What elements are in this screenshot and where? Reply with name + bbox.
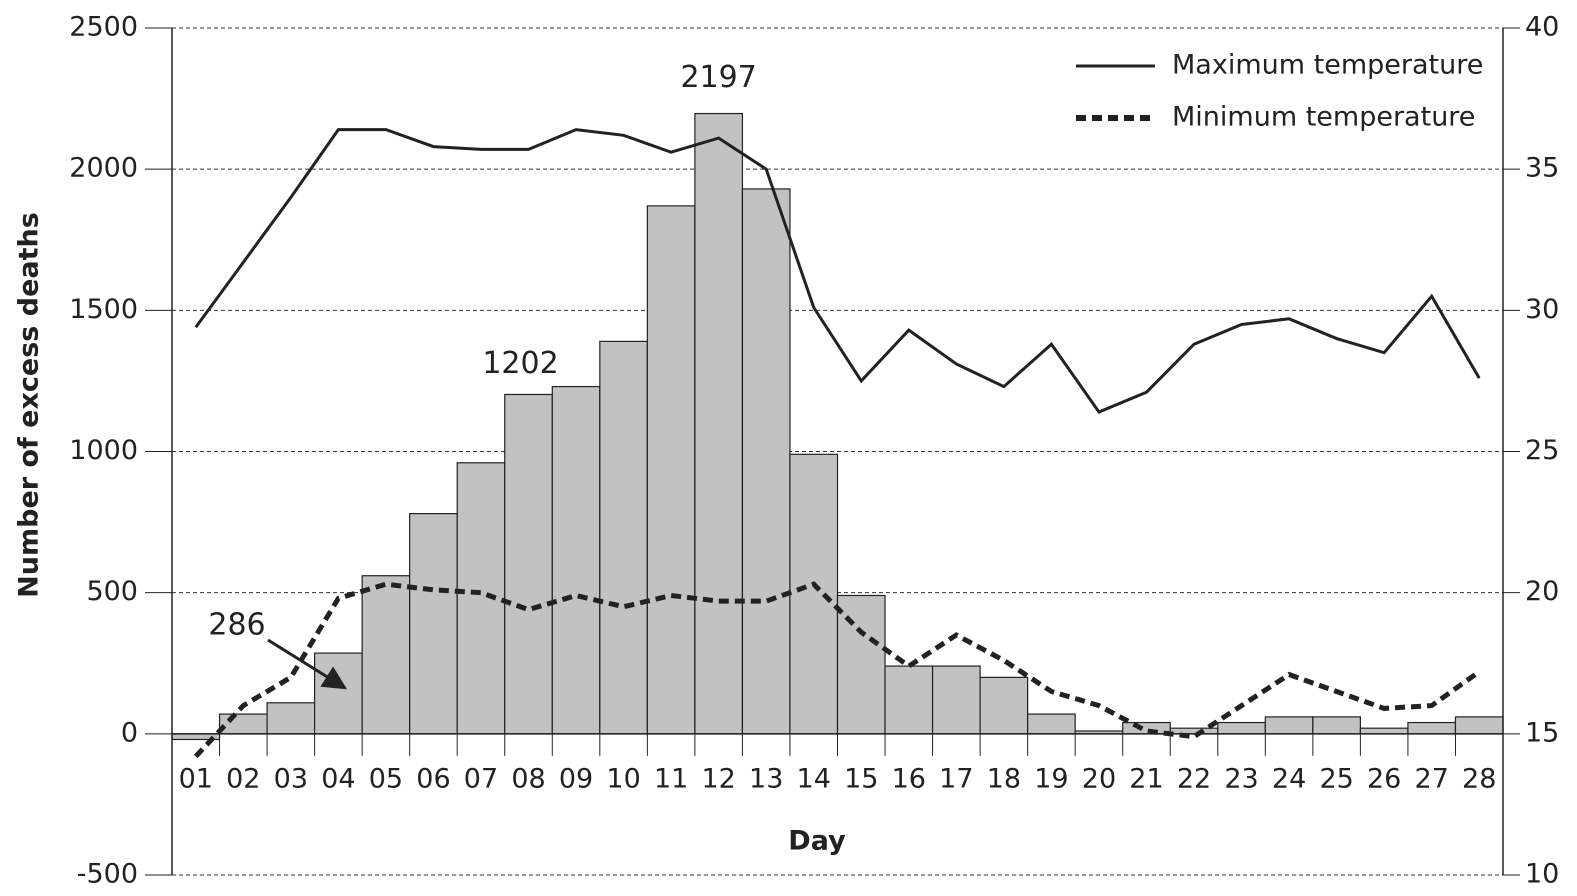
x-tick-label: 22 xyxy=(1177,764,1211,795)
y2-tick-label: 30 xyxy=(1525,294,1559,325)
bar xyxy=(551,385,601,735)
x-tick-label: 24 xyxy=(1272,764,1306,795)
value-label: 286 xyxy=(208,608,265,643)
x-tick-label: 01 xyxy=(179,764,213,795)
bar xyxy=(1264,716,1314,735)
y-tick-label: 1500 xyxy=(69,294,138,325)
x-tick-label: 27 xyxy=(1415,764,1449,795)
x-tick-label: 03 xyxy=(274,764,308,795)
y2-tick-label: 20 xyxy=(1525,576,1559,607)
bar xyxy=(931,665,981,735)
y2-tick-label: 10 xyxy=(1525,859,1559,890)
bar xyxy=(741,188,791,735)
y-tick-label: -500 xyxy=(77,859,138,890)
x-tick-label: 18 xyxy=(987,764,1021,795)
x-tick-label: 20 xyxy=(1082,764,1116,795)
x-tick-label: 07 xyxy=(464,764,498,795)
bar xyxy=(646,205,696,735)
x-tick-label: 21 xyxy=(1129,764,1163,795)
bar xyxy=(361,575,411,735)
x-tick-label: 11 xyxy=(654,764,688,795)
y-tick-label: 1000 xyxy=(69,435,138,466)
bar xyxy=(1312,716,1361,735)
temperature-line xyxy=(193,581,1481,759)
x-tick-label: 23 xyxy=(1224,764,1258,795)
bar xyxy=(979,676,1029,735)
bar xyxy=(599,340,648,735)
temperature-line xyxy=(194,128,1481,414)
x-tick-label: 14 xyxy=(797,764,831,795)
x-tick-label: 17 xyxy=(939,764,973,795)
bar xyxy=(218,713,268,735)
bar xyxy=(694,112,744,735)
x-tick-label: 15 xyxy=(844,764,878,795)
y2-tick-label: 35 xyxy=(1525,153,1559,184)
bar xyxy=(836,594,886,735)
bar xyxy=(266,702,316,735)
x-tick-label: 12 xyxy=(701,764,735,795)
value-label: 2197 xyxy=(680,60,756,95)
bar xyxy=(409,513,458,735)
y2-tick-label: 40 xyxy=(1525,12,1559,43)
bar xyxy=(456,462,506,735)
x-tick-label: 09 xyxy=(559,764,593,795)
bar xyxy=(1027,713,1076,735)
x-tick-label: 25 xyxy=(1319,764,1353,795)
y-tick-label: 0 xyxy=(121,717,138,748)
x-tick-label: 05 xyxy=(369,764,403,795)
legend-label: Minimum temperature xyxy=(1172,102,1475,133)
x-tick-label: 10 xyxy=(606,764,640,795)
x-tick-label: 28 xyxy=(1462,764,1496,795)
bar xyxy=(504,393,553,735)
x-tick-label: 06 xyxy=(416,764,450,795)
value-label: 1202 xyxy=(482,346,558,381)
y-tick-label: 500 xyxy=(86,576,138,607)
x-tick-label: 08 xyxy=(511,764,545,795)
y-axis-label: Number of excess deaths xyxy=(14,212,45,598)
bar xyxy=(1122,721,1171,735)
x-tick-label: 19 xyxy=(1034,764,1068,795)
x-tick-label: 04 xyxy=(321,764,355,795)
legend-label: Maximum temperature xyxy=(1172,50,1483,81)
annotation-arrow xyxy=(267,638,348,690)
bar xyxy=(1407,721,1457,735)
bar xyxy=(884,665,934,735)
x-axis-label: Day xyxy=(788,826,846,857)
bar xyxy=(1454,716,1504,735)
x-tick-label: 16 xyxy=(892,764,926,795)
y2-tick-label: 15 xyxy=(1525,717,1559,748)
x-tick-label: 02 xyxy=(226,764,260,795)
bar xyxy=(1359,727,1409,735)
bar xyxy=(1169,727,1219,735)
y-tick-label: 2000 xyxy=(69,153,138,184)
y-tick-label: 2500 xyxy=(69,12,138,43)
y2-tick-label: 25 xyxy=(1525,435,1559,466)
x-tick-label: 26 xyxy=(1367,764,1401,795)
x-tick-label: 13 xyxy=(749,764,783,795)
bar xyxy=(1217,721,1266,735)
bar xyxy=(314,652,363,735)
bar xyxy=(789,453,839,735)
